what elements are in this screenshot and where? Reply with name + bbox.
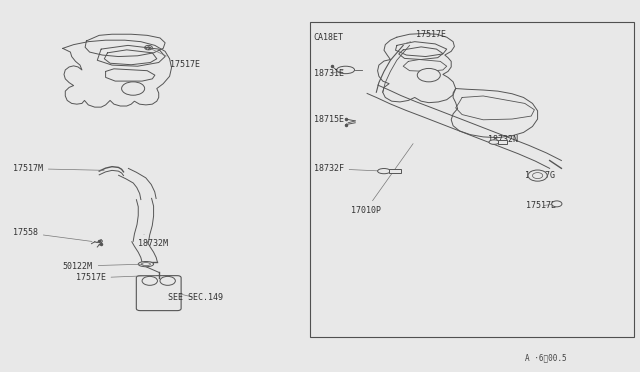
Text: 50122M: 50122M — [63, 262, 143, 270]
Polygon shape — [63, 40, 172, 107]
Circle shape — [160, 276, 175, 285]
Text: 18715E: 18715E — [314, 115, 347, 124]
Text: CA18ET: CA18ET — [314, 33, 344, 42]
Text: SEE SEC.149: SEE SEC.149 — [168, 293, 223, 302]
Polygon shape — [451, 89, 538, 138]
Text: 18732N: 18732N — [488, 135, 518, 144]
Polygon shape — [85, 34, 165, 57]
Text: 17010P: 17010P — [351, 144, 413, 215]
Polygon shape — [378, 33, 456, 103]
Text: 17517G: 17517G — [525, 171, 555, 180]
FancyBboxPatch shape — [136, 276, 181, 311]
Circle shape — [417, 68, 440, 82]
Ellipse shape — [138, 262, 154, 267]
Circle shape — [122, 82, 145, 95]
Ellipse shape — [378, 169, 390, 174]
Text: 18732F: 18732F — [314, 164, 381, 173]
Bar — [310, 22, 634, 337]
Ellipse shape — [337, 66, 355, 74]
Circle shape — [528, 170, 547, 181]
Circle shape — [552, 201, 562, 207]
Bar — [389, 169, 401, 173]
Text: 17517E: 17517E — [152, 49, 200, 69]
Text: A ·6⁂00.5: A ·6⁂00.5 — [525, 354, 566, 363]
Bar — [498, 140, 507, 144]
Text: 17558: 17558 — [13, 228, 92, 241]
Ellipse shape — [489, 140, 499, 144]
Text: 17517E: 17517E — [526, 201, 556, 210]
Text: 17517E: 17517E — [76, 273, 156, 282]
Circle shape — [142, 276, 157, 285]
Text: 17517E: 17517E — [404, 30, 446, 44]
Text: 17517M: 17517M — [13, 164, 104, 173]
Polygon shape — [97, 45, 165, 66]
Text: 18732M: 18732M — [138, 234, 168, 248]
Text: 18731E: 18731E — [314, 69, 344, 78]
